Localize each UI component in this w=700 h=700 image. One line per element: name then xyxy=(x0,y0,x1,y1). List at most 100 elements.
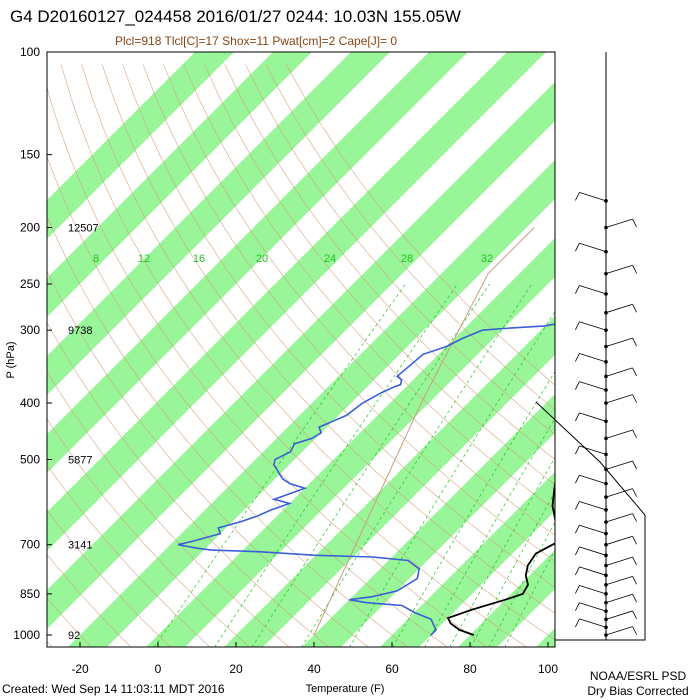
wind-barb-staff xyxy=(605,575,633,586)
mixing-ratio-line xyxy=(424,417,555,647)
isotherm-band xyxy=(301,393,555,647)
height-label: 3141 xyxy=(68,540,92,552)
y-tick-label: 200 xyxy=(20,221,40,235)
wind-barb-flag xyxy=(575,321,580,330)
wind-barb-flag xyxy=(575,566,580,576)
wind-barb-flag xyxy=(575,546,580,556)
wind-barb-staff xyxy=(605,218,633,228)
mixing-ratio-lines xyxy=(154,283,555,647)
dry-adiabat xyxy=(101,64,555,614)
wind-barb-flag xyxy=(632,394,637,403)
wind-barb-flag xyxy=(632,304,637,313)
y-tick-label: 1000 xyxy=(13,628,40,642)
wind-barb-staff xyxy=(605,264,633,275)
wind-barb-staff xyxy=(579,501,607,511)
wind-barb-dot xyxy=(604,419,608,424)
wind-barb-flag xyxy=(575,501,580,510)
mixing-ratio-line xyxy=(504,549,555,647)
wind-barb-staff xyxy=(579,412,607,422)
dewpoint-series-line xyxy=(177,323,555,636)
green-isotherm-bands xyxy=(47,0,700,647)
wind-barb-flag xyxy=(575,585,580,594)
temperature-axis: -20 0 20 40 60 80 100 xyxy=(71,642,558,676)
wind-barb-flag xyxy=(575,412,580,422)
dry-adiabat xyxy=(142,64,555,562)
y-tick-label: 300 xyxy=(20,323,40,337)
mixing-ratio-label: 8 xyxy=(93,253,99,265)
x-tick-label: 20 xyxy=(229,662,243,676)
credit-line-2: Dry Bias Corrected xyxy=(587,684,688,698)
wind-barb-flag xyxy=(575,475,580,484)
wind-barb-staff xyxy=(605,488,633,498)
mixing-ratio-line xyxy=(470,490,555,647)
mixing-ratio-line xyxy=(301,283,533,647)
dry-adiabat xyxy=(224,64,555,461)
wind-barb-staff xyxy=(605,303,633,314)
wind-barb-staff xyxy=(579,192,607,202)
wind-barb-flag xyxy=(575,353,580,362)
wind-barb-flag xyxy=(632,626,637,635)
wind-barb-staff xyxy=(605,593,633,604)
wind-barb-dot xyxy=(604,292,608,296)
dry-adiabat-lines xyxy=(47,64,555,647)
isotherm-band xyxy=(67,159,555,647)
dry-adiabat xyxy=(204,64,555,486)
wind-barb-flag xyxy=(632,513,637,522)
wind-barb-flag xyxy=(632,556,637,566)
dry-adiabat xyxy=(47,370,290,647)
mixing-ratio-label: 16 xyxy=(193,253,205,265)
wind-barb-staff xyxy=(579,474,607,485)
mixing-ratio-line xyxy=(449,456,555,647)
dry-adiabat xyxy=(47,270,369,647)
dry-adiabat xyxy=(47,321,330,647)
isotherm-band xyxy=(145,237,555,647)
y-tick-label: 100 xyxy=(20,45,40,59)
wind-barb-flag xyxy=(632,429,637,439)
wind-barb-dot xyxy=(604,310,608,315)
wind-barb-dot xyxy=(604,452,608,457)
wind-barb-flag xyxy=(632,536,637,545)
wind-barb-staff xyxy=(579,285,607,295)
wind-barb-staff xyxy=(605,460,633,470)
height-label: 5877 xyxy=(68,454,92,466)
chart-title: G4 D20160127_024458 2016/01/27 0244: 10.… xyxy=(10,7,461,26)
isotherm-band xyxy=(47,52,234,239)
wind-barb-staff xyxy=(605,610,633,620)
x-tick-label: -20 xyxy=(71,662,89,676)
chart-subtitle: Plcl=918 Tlcl[C]=17 Shox=11 Pwat[cm]=2 C… xyxy=(115,34,397,48)
wind-barb-dot xyxy=(604,481,608,486)
y-tick-label: 850 xyxy=(20,587,40,601)
wind-barb-flag xyxy=(632,337,637,347)
wind-barb-staff xyxy=(605,513,633,523)
wind-barb-staff xyxy=(605,556,633,566)
wind-barb-flag xyxy=(632,367,637,377)
dry-adiabat xyxy=(163,64,555,537)
wind-barb-staff xyxy=(579,602,607,612)
parcel-curve xyxy=(313,227,535,636)
dry-adiabat xyxy=(122,64,555,588)
x-tick-label: 0 xyxy=(155,662,162,676)
wind-barb-staff xyxy=(579,381,607,391)
wind-barb-flag xyxy=(632,460,637,470)
isotherm-band xyxy=(379,471,555,647)
dry-adiabat xyxy=(47,509,171,647)
dry-adiabat xyxy=(60,64,527,647)
height-label: 12507 xyxy=(68,223,99,235)
dry-adiabat xyxy=(47,464,211,647)
isotherm-band xyxy=(535,627,555,647)
wind-panel-frame xyxy=(535,52,646,641)
isotherm-band xyxy=(47,81,555,629)
wind-barb-staff xyxy=(605,535,633,546)
dry-adiabat xyxy=(285,64,555,386)
wind-barb-dot xyxy=(604,388,608,392)
mixing-ratio-label: 12 xyxy=(138,253,150,265)
wind-barb-flag xyxy=(575,285,580,294)
plot-area xyxy=(47,0,700,647)
isotherm-band xyxy=(692,0,700,647)
mixing-ratio-line xyxy=(154,283,406,647)
dry-adiabat xyxy=(47,418,250,647)
wind-barb-panel xyxy=(535,52,646,641)
wind-barb-flag xyxy=(575,243,580,252)
temperature-series-line xyxy=(446,479,555,636)
